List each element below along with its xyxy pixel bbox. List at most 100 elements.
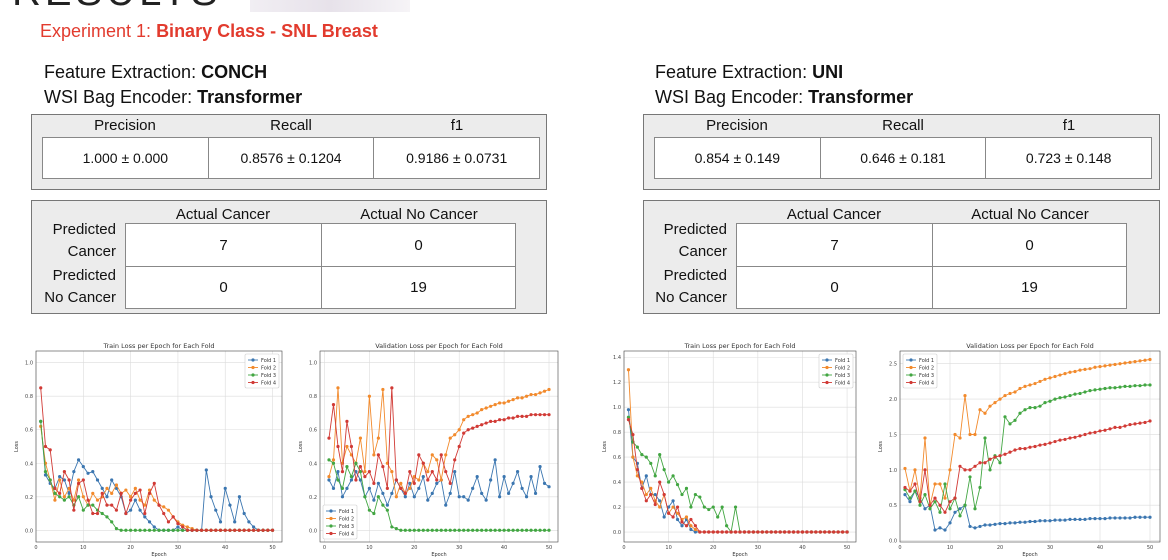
data-point-fold-4 [381,465,385,469]
data-point-fold-4 [331,403,336,407]
data-point-fold-3 [1058,396,1062,400]
subtitle-prefix: Experiment 1: [40,21,157,41]
data-point-fold-4 [671,515,675,519]
data-point-fold-4 [1048,441,1052,445]
data-point-fold-2 [933,482,937,486]
data-point-fold-2 [631,455,635,459]
data-point-fold-2 [114,483,119,487]
data-point-fold-3 [1133,384,1137,388]
data-point-fold-1 [978,524,982,529]
data-point-fold-3 [105,515,109,519]
legend-label-fold-2: Fold 2 [835,366,850,372]
data-point-fold-3 [649,461,653,465]
right-cm-row-predicted-cancer: Predicted Cancer [645,219,727,263]
y-tick-label: 0.8 [309,394,317,400]
data-point-fold-4 [680,520,684,524]
data-point-fold-3 [988,468,992,472]
data-point-fold-4 [67,478,71,482]
data-point-fold-2 [1103,364,1107,368]
data-point-fold-1 [1073,517,1077,521]
legend-marker-fold-1 [251,358,255,362]
data-point-fold-4 [195,528,199,532]
data-point-fold-3 [157,528,161,532]
data-point-fold-2 [327,475,331,479]
legend-label-fold-4: Fold 4 [339,532,354,538]
data-point-fold-4 [166,520,171,524]
data-point-fold-4 [114,508,119,512]
data-point-fold-2 [133,486,137,490]
data-point-fold-4 [1068,436,1072,440]
data-point-fold-1 [529,475,533,479]
data-point-fold-4 [1018,447,1022,451]
data-point-fold-4 [684,524,689,528]
data-point-fold-2 [381,387,385,392]
data-point-fold-2 [426,470,430,474]
data-point-fold-4 [110,503,114,507]
data-point-fold-2 [58,478,62,482]
data-point-fold-1 [943,528,947,532]
data-point-fold-4 [958,464,962,468]
data-point-fold-1 [67,491,71,496]
right-cm-row1-line1: Predicted [663,221,727,238]
data-point-fold-1 [426,498,430,502]
data-point-fold-3 [1128,384,1132,388]
data-point-fold-3 [124,528,128,532]
data-point-fold-4 [675,505,680,509]
data-point-fold-2 [345,444,349,449]
left-precision-value: 1.000 ± 0.000 [43,138,209,178]
data-point-fold-4 [1093,430,1097,434]
data-point-fold-4 [653,502,657,507]
data-point-fold-3 [693,492,697,497]
legend-box [322,504,358,540]
data-point-fold-4 [147,491,152,496]
y-tick-label: 0.6 [309,428,317,434]
right-fe-value: UNI [812,62,844,82]
x-tick-label: 10 [366,545,372,551]
data-point-fold-2 [993,401,997,405]
data-point-fold-4 [152,481,156,485]
data-point-fold-2 [684,515,689,519]
data-point-fold-4 [462,431,466,435]
data-point-fold-4 [1058,438,1062,442]
legend-marker-fold-2 [909,365,913,370]
data-point-fold-2 [649,486,653,490]
data-point-fold-3 [367,508,371,512]
data-point-fold-1 [138,508,142,512]
data-point-fold-2 [502,401,506,405]
data-point-fold-4 [247,528,251,532]
left-cm-row-predicted-cancer: Predicted Cancer [34,219,116,263]
data-point-fold-4 [507,416,511,420]
data-point-fold-3 [466,528,470,532]
data-point-fold-1 [1143,515,1147,519]
data-point-fold-4 [266,528,270,532]
data-point-fold-4 [119,491,123,496]
data-point-fold-1 [372,498,376,502]
data-point-fold-4 [1103,428,1107,432]
data-point-fold-4 [502,418,506,422]
data-point-fold-2 [675,511,680,515]
data-point-fold-1 [507,491,511,496]
data-point-fold-3 [675,482,680,487]
data-point-fold-3 [171,528,175,532]
data-point-fold-1 [547,485,551,489]
legend-label-fold-3: Fold 3 [339,524,354,530]
data-point-fold-3 [176,528,180,532]
data-point-fold-4 [133,491,137,496]
data-point-fold-4 [778,530,782,534]
data-point-fold-2 [520,396,524,400]
data-point-fold-2 [430,453,434,457]
data-point-fold-1 [143,515,147,519]
data-point-fold-2 [390,470,394,474]
legend-marker-fold-1 [329,509,333,513]
data-point-fold-4 [928,503,932,507]
data-point-fold-3 [725,524,729,528]
data-point-fold-2 [372,453,376,457]
x-tick-label: 50 [546,545,552,551]
left-cm-col-actual-no-cancer: Actual No Cancer [360,206,478,223]
data-point-fold-2 [462,418,466,422]
data-point-fold-4 [725,530,729,534]
data-point-fold-4 [1083,432,1087,437]
plot-frame [899,350,1161,543]
data-point-fold-2 [1003,393,1007,398]
data-point-fold-4 [480,423,484,427]
